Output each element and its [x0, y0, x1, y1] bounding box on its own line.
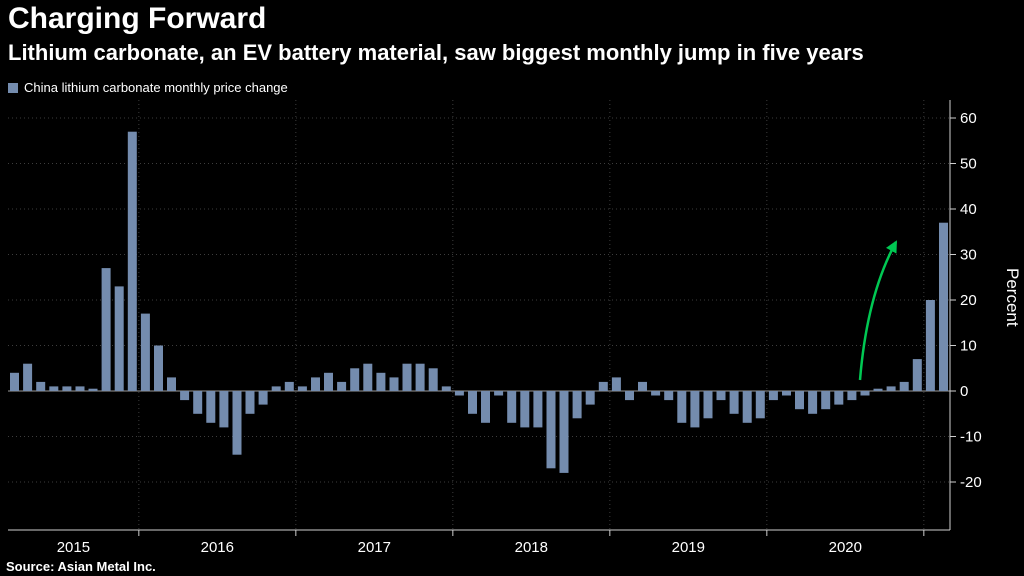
y-tick-label: 0	[960, 383, 968, 400]
bar	[337, 381, 347, 391]
bar	[925, 300, 935, 391]
bar	[297, 386, 307, 391]
legend-label: China lithium carbonate monthly price ch…	[24, 80, 288, 95]
bar	[245, 391, 255, 414]
bar	[507, 391, 517, 423]
bar	[559, 391, 569, 473]
x-year-label: 2019	[672, 539, 705, 556]
y-axis-title: Percent	[1003, 268, 1022, 327]
bar	[585, 391, 595, 405]
page-subtitle: Lithium carbonate, an EV battery materia…	[8, 40, 864, 65]
y-tick-label: -20	[960, 474, 982, 491]
y-tick-label: 10	[960, 338, 977, 355]
bar	[363, 363, 373, 391]
bar	[716, 391, 726, 401]
x-year-label: 2017	[358, 539, 391, 556]
x-year-label: 2016	[201, 539, 234, 556]
bar	[651, 391, 661, 396]
bar	[768, 391, 778, 401]
bar	[664, 391, 674, 401]
bar	[232, 391, 242, 455]
bar	[481, 391, 490, 423]
bar	[284, 381, 294, 391]
bar	[311, 377, 320, 391]
bar	[389, 377, 399, 391]
bar	[468, 391, 477, 414]
legend: China lithium carbonate monthly price ch…	[8, 80, 288, 95]
bar	[520, 391, 530, 428]
bar	[376, 372, 386, 391]
source-credit: Source: Asian Metal Inc.	[6, 559, 156, 574]
bar	[454, 391, 464, 396]
bar	[428, 368, 438, 392]
bar	[742, 391, 752, 423]
bar	[677, 391, 687, 423]
bar	[114, 286, 124, 391]
bar	[219, 391, 229, 428]
bar	[625, 391, 634, 401]
bar	[912, 359, 922, 391]
bar	[795, 391, 804, 410]
bar	[49, 386, 59, 391]
bar	[140, 313, 150, 391]
x-year-label: 2015	[57, 539, 90, 556]
bar	[873, 388, 883, 391]
bar	[782, 391, 791, 396]
legend-swatch-icon	[8, 82, 18, 93]
bar	[88, 388, 98, 391]
bar	[206, 391, 216, 423]
bar	[808, 391, 818, 414]
bar	[834, 391, 844, 405]
bar	[258, 391, 268, 405]
bar	[10, 372, 19, 391]
bar	[494, 391, 504, 396]
y-tick-label: 50	[960, 156, 977, 173]
bar	[755, 391, 765, 419]
y-tick-label: 60	[960, 110, 977, 127]
bar	[415, 363, 425, 391]
bar	[127, 131, 137, 391]
bar	[899, 381, 909, 391]
bar	[703, 391, 713, 419]
bar	[847, 391, 857, 401]
page-title: Charging Forward	[8, 2, 267, 35]
bar	[101, 268, 111, 391]
bar	[36, 381, 46, 391]
bar	[350, 368, 360, 392]
x-year-label: 2018	[515, 539, 548, 556]
bar	[75, 386, 85, 391]
trend-arrow	[858, 240, 898, 381]
bar	[441, 386, 451, 391]
bar	[860, 391, 870, 396]
x-year-label: 2020	[829, 539, 862, 556]
y-tick-label: -10	[960, 429, 982, 446]
bar	[598, 381, 608, 391]
bar	[821, 391, 831, 410]
y-tick-label: 30	[960, 247, 977, 264]
bar	[572, 391, 582, 419]
bar	[729, 391, 739, 414]
bar	[638, 381, 647, 391]
bar	[62, 386, 72, 391]
bar	[180, 391, 190, 401]
bar	[690, 391, 700, 428]
bar	[939, 222, 948, 391]
bar	[402, 363, 412, 391]
y-tick-label: 40	[960, 201, 977, 218]
bar	[271, 386, 281, 391]
bar	[23, 363, 33, 391]
bar	[611, 377, 621, 391]
bar	[167, 377, 176, 391]
bar	[324, 372, 333, 391]
bar	[154, 345, 163, 391]
bar	[193, 391, 203, 414]
bar	[886, 386, 896, 391]
bar	[533, 391, 543, 428]
bar	[546, 391, 556, 469]
y-tick-label: 20	[960, 292, 977, 309]
